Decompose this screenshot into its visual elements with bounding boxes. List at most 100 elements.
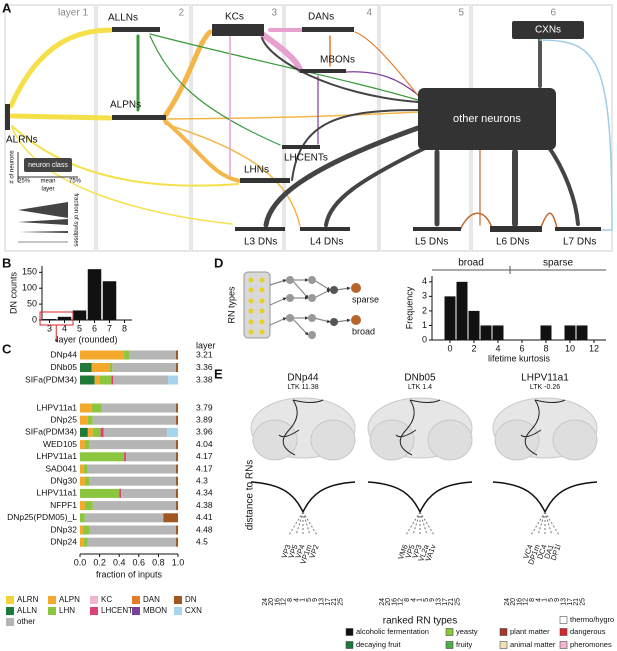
bar-segment xyxy=(87,427,93,437)
leaf-line xyxy=(419,511,428,536)
layer-value: 4.17 xyxy=(196,463,213,473)
bar-segment xyxy=(87,537,177,547)
y-tick-label: 2 xyxy=(422,305,427,315)
legend-swatch xyxy=(499,641,508,649)
y-tick-label: 3 xyxy=(422,291,427,301)
rank-tick: 16 xyxy=(274,598,281,606)
layer-value: 4.48 xyxy=(196,524,213,534)
bar-segment xyxy=(80,375,95,385)
bar xyxy=(102,281,117,320)
rank-tick: 17 xyxy=(325,598,332,606)
leaf-line xyxy=(544,511,560,536)
legend-swatch xyxy=(559,628,568,636)
bar-segment xyxy=(80,501,85,511)
y-tick-label: 4 xyxy=(422,276,427,286)
bar xyxy=(57,316,72,320)
x-tick-label: 6 xyxy=(519,343,524,353)
ltk-label: LTK -0.26 xyxy=(530,384,560,391)
legend-label: DN xyxy=(185,595,197,604)
rank-tick: 25 xyxy=(454,598,461,606)
row-label: SIFa(PDM34) xyxy=(25,427,77,437)
bar xyxy=(72,310,87,320)
bar-segment xyxy=(176,403,178,413)
layer-header: layer xyxy=(196,340,216,350)
layer-label: 4 xyxy=(366,8,372,19)
brain-lobe xyxy=(494,419,540,461)
leaf-line xyxy=(419,511,435,536)
layer-label: 3 xyxy=(271,8,277,19)
bar-segment xyxy=(176,452,178,462)
legend-text: neuron class xyxy=(28,162,68,169)
hist-bar xyxy=(576,325,588,340)
bar-segment xyxy=(80,464,84,474)
bar-segment xyxy=(80,452,125,462)
layer-label: layer 1 xyxy=(58,8,88,19)
bar-segment xyxy=(103,427,168,437)
bar-segment xyxy=(80,537,84,547)
x-tick-label: 0.6 xyxy=(133,557,146,567)
layer-label: 5 xyxy=(458,8,464,19)
bar-segment xyxy=(129,350,177,360)
layer-value: 4.3 xyxy=(196,475,208,485)
neuron-name: DNp44 xyxy=(287,373,319,384)
x-axis-label: ranked RN types xyxy=(383,616,457,627)
leaf-line xyxy=(530,511,546,536)
legend-text: # of neurons xyxy=(10,150,16,183)
bar xyxy=(42,319,57,320)
layer-value: 4.17 xyxy=(196,451,213,461)
x-tick-label: 8 xyxy=(122,323,127,333)
node-label: CXNs xyxy=(535,25,561,36)
network-diagram xyxy=(243,271,361,339)
bar-segment xyxy=(92,501,177,511)
legend-swatch xyxy=(90,607,98,615)
rank-tick: 25 xyxy=(579,598,586,606)
rank-tick: 24 xyxy=(504,598,511,606)
hist-bar xyxy=(456,281,468,340)
diagram-text: RN types xyxy=(226,286,236,324)
rank-tick: 1 xyxy=(300,598,307,602)
leaf-line xyxy=(302,511,318,536)
x-tick-label: 10 xyxy=(565,343,575,353)
neuron-name: DNb05 xyxy=(404,373,436,384)
node-label: LHNs xyxy=(244,165,269,176)
dendrogram xyxy=(492,481,598,514)
y-tick-label: 150 xyxy=(22,267,37,277)
legend-swatch xyxy=(559,616,568,624)
bar-segment xyxy=(176,488,178,498)
leaf-line xyxy=(302,511,311,536)
rank-tick: 9 xyxy=(312,598,319,602)
node-label: DANs xyxy=(308,12,334,23)
legend-swatch xyxy=(48,596,56,604)
ltk-label: LTK 11.38 xyxy=(287,384,318,391)
rank-tick: 13 xyxy=(319,598,326,606)
legend-a xyxy=(17,152,78,243)
x-axis-label: layer (rounded) xyxy=(56,334,117,344)
diagram-text: sparse xyxy=(352,294,379,304)
brain-lobe xyxy=(310,419,356,461)
bar-segment xyxy=(84,513,164,523)
rank-tick: 24 xyxy=(262,598,269,606)
y-axis-label: distance to RNs xyxy=(245,460,256,531)
legend-swatch xyxy=(90,596,98,604)
rank-tick: 13 xyxy=(436,598,443,606)
rank-tick: 12 xyxy=(281,598,288,606)
y-axis-label: DN counts xyxy=(8,271,18,314)
bar-segment xyxy=(176,440,178,450)
diagram-text: broad xyxy=(352,326,375,336)
x-tick-label: 7 xyxy=(107,323,112,333)
bar-segment xyxy=(91,403,102,413)
layer-value: 4.5 xyxy=(196,536,208,546)
layer-value: 3.21 xyxy=(196,349,213,359)
row-label: WED105 xyxy=(43,439,77,449)
x-tick-label: 6 xyxy=(92,323,97,333)
bar-segment xyxy=(80,403,92,413)
legend-swatch xyxy=(132,607,140,615)
node-label: ALLNs xyxy=(108,13,138,24)
legend-swatch xyxy=(6,607,14,615)
bar-segment xyxy=(176,501,178,511)
x-tick-label: 12 xyxy=(589,343,599,353)
layer-label: 2 xyxy=(178,8,184,19)
bar-segment xyxy=(87,415,93,425)
bar-segment xyxy=(84,476,90,486)
panel-label: E xyxy=(214,366,223,381)
